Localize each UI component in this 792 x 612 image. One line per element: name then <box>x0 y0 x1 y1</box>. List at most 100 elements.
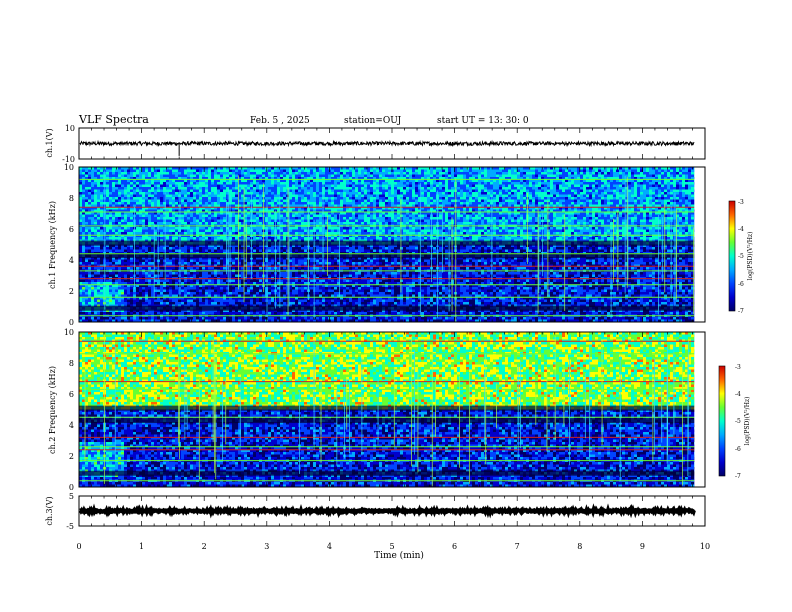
spectrogram-cell <box>88 227 91 230</box>
spectrogram-cell <box>427 192 430 195</box>
spectrogram-cell <box>469 212 472 215</box>
spectrogram-cell <box>232 167 235 170</box>
spectrogram-cell <box>310 179 313 182</box>
spectrogram-cell <box>415 222 418 225</box>
spectrogram-cell <box>130 212 133 215</box>
spectrogram-cell <box>538 167 541 170</box>
spectrogram-cell <box>451 177 454 180</box>
spectrogram-cell <box>562 174 565 177</box>
spectrogram-cell <box>235 217 238 220</box>
spectrogram-cell <box>418 217 421 220</box>
spectrogram-cell <box>115 184 118 187</box>
spectrogram-cell <box>130 179 133 182</box>
spectrogram-cell <box>112 169 115 172</box>
spectrogram-cell <box>226 177 229 180</box>
spectrogram-cell <box>535 194 538 197</box>
spectrogram-cell <box>199 189 202 192</box>
spectrogram-cell <box>592 194 595 197</box>
spectrogram-cell <box>619 182 622 185</box>
spectrogram-cell <box>532 207 535 210</box>
spectrogram-cell <box>202 184 205 187</box>
spectrogram-cell <box>187 192 190 195</box>
spectrogram-cell <box>463 214 466 217</box>
spectrogram-cell <box>367 192 370 195</box>
spectrogram-cell <box>511 182 514 185</box>
spectrogram-cell <box>520 222 523 225</box>
spectrogram-cell <box>106 209 109 212</box>
spectrogram-cell <box>679 187 682 190</box>
spectrogram-cell <box>208 192 211 195</box>
spectrogram-cell <box>613 192 616 195</box>
spectrogram-cell <box>544 209 547 212</box>
spectrogram-cell <box>82 219 85 222</box>
spectrogram-cell <box>175 222 178 225</box>
spectrogram-cell <box>424 189 427 192</box>
spectrogram-cell <box>142 222 145 225</box>
spectrogram-cell <box>280 169 283 172</box>
spectrogram-cell <box>325 219 328 222</box>
spectrogram-cell <box>523 194 526 197</box>
spectrogram-cell <box>301 167 304 170</box>
spectrogram-cell <box>199 204 202 207</box>
spectrogram-cell <box>346 204 349 207</box>
spectrogram-cell <box>574 199 577 202</box>
spectrogram-cell <box>304 167 307 170</box>
spectrogram-cell <box>397 187 400 190</box>
spectrogram-cell <box>298 212 301 215</box>
spectrogram-cell <box>283 167 286 170</box>
spectrogram-cell <box>559 167 562 170</box>
spectrogram-cell <box>250 167 253 170</box>
spectrogram-cell <box>121 189 124 192</box>
spectrogram-cell <box>292 172 295 175</box>
spectrogram-cell <box>442 204 445 207</box>
spectrogram-cell <box>412 172 415 175</box>
spectrogram-cell <box>526 182 529 185</box>
spectrogram-cell <box>472 197 475 200</box>
spectrogram-cell <box>592 192 595 195</box>
spectrogram-cell <box>124 194 127 197</box>
spectrogram-cell <box>574 192 577 195</box>
spectrogram-cell <box>430 202 433 205</box>
spectrogram-cell <box>544 212 547 215</box>
spectrogram-cell <box>196 219 199 222</box>
spectrogram-cell <box>622 189 625 192</box>
spectrogram-cell <box>466 219 469 222</box>
spectrogram-cell <box>505 177 508 180</box>
spectrogram-cell <box>403 184 406 187</box>
spectrogram-cell <box>211 217 214 220</box>
spectrogram-cell <box>508 169 511 172</box>
spectrogram-cell <box>358 199 361 202</box>
spectrogram-cell <box>496 214 499 217</box>
spectrogram-cell <box>151 169 154 172</box>
spectrogram-cell <box>109 177 112 180</box>
spectrogram-cell <box>517 207 520 210</box>
spectrogram-cell <box>538 197 541 200</box>
spectrogram-cell <box>325 202 328 205</box>
spectrogram-cell <box>169 209 172 212</box>
spectrogram-cell <box>409 179 412 182</box>
spectrogram-cell <box>373 179 376 182</box>
spectrogram-cell <box>244 192 247 195</box>
spectrogram-cell <box>634 167 637 170</box>
spectrogram-cell <box>442 197 445 200</box>
spectrogram-cell <box>553 172 556 175</box>
spectrogram-cell <box>112 197 115 200</box>
spectrogram-cell <box>82 187 85 190</box>
spectrogram-cell <box>301 194 304 197</box>
spectrogram-cell <box>385 209 388 212</box>
spectrogram-cell <box>364 174 367 177</box>
spectrogram-cell <box>157 207 160 210</box>
spectrogram-cell <box>397 214 400 217</box>
spectrogram-cell <box>94 214 97 217</box>
spectrogram-cell <box>82 212 85 215</box>
spectrogram-cell <box>286 217 289 220</box>
spectrogram-cell <box>559 212 562 215</box>
spectrogram-cell <box>166 184 169 187</box>
spectrogram-cell <box>637 207 640 210</box>
spectrogram-cell <box>520 199 523 202</box>
spectrogram-cell <box>277 194 280 197</box>
spectrogram-cell <box>202 167 205 170</box>
spectrogram-cell <box>601 182 604 185</box>
spectrogram-cell <box>514 212 517 215</box>
spectrogram-cell <box>556 207 559 210</box>
